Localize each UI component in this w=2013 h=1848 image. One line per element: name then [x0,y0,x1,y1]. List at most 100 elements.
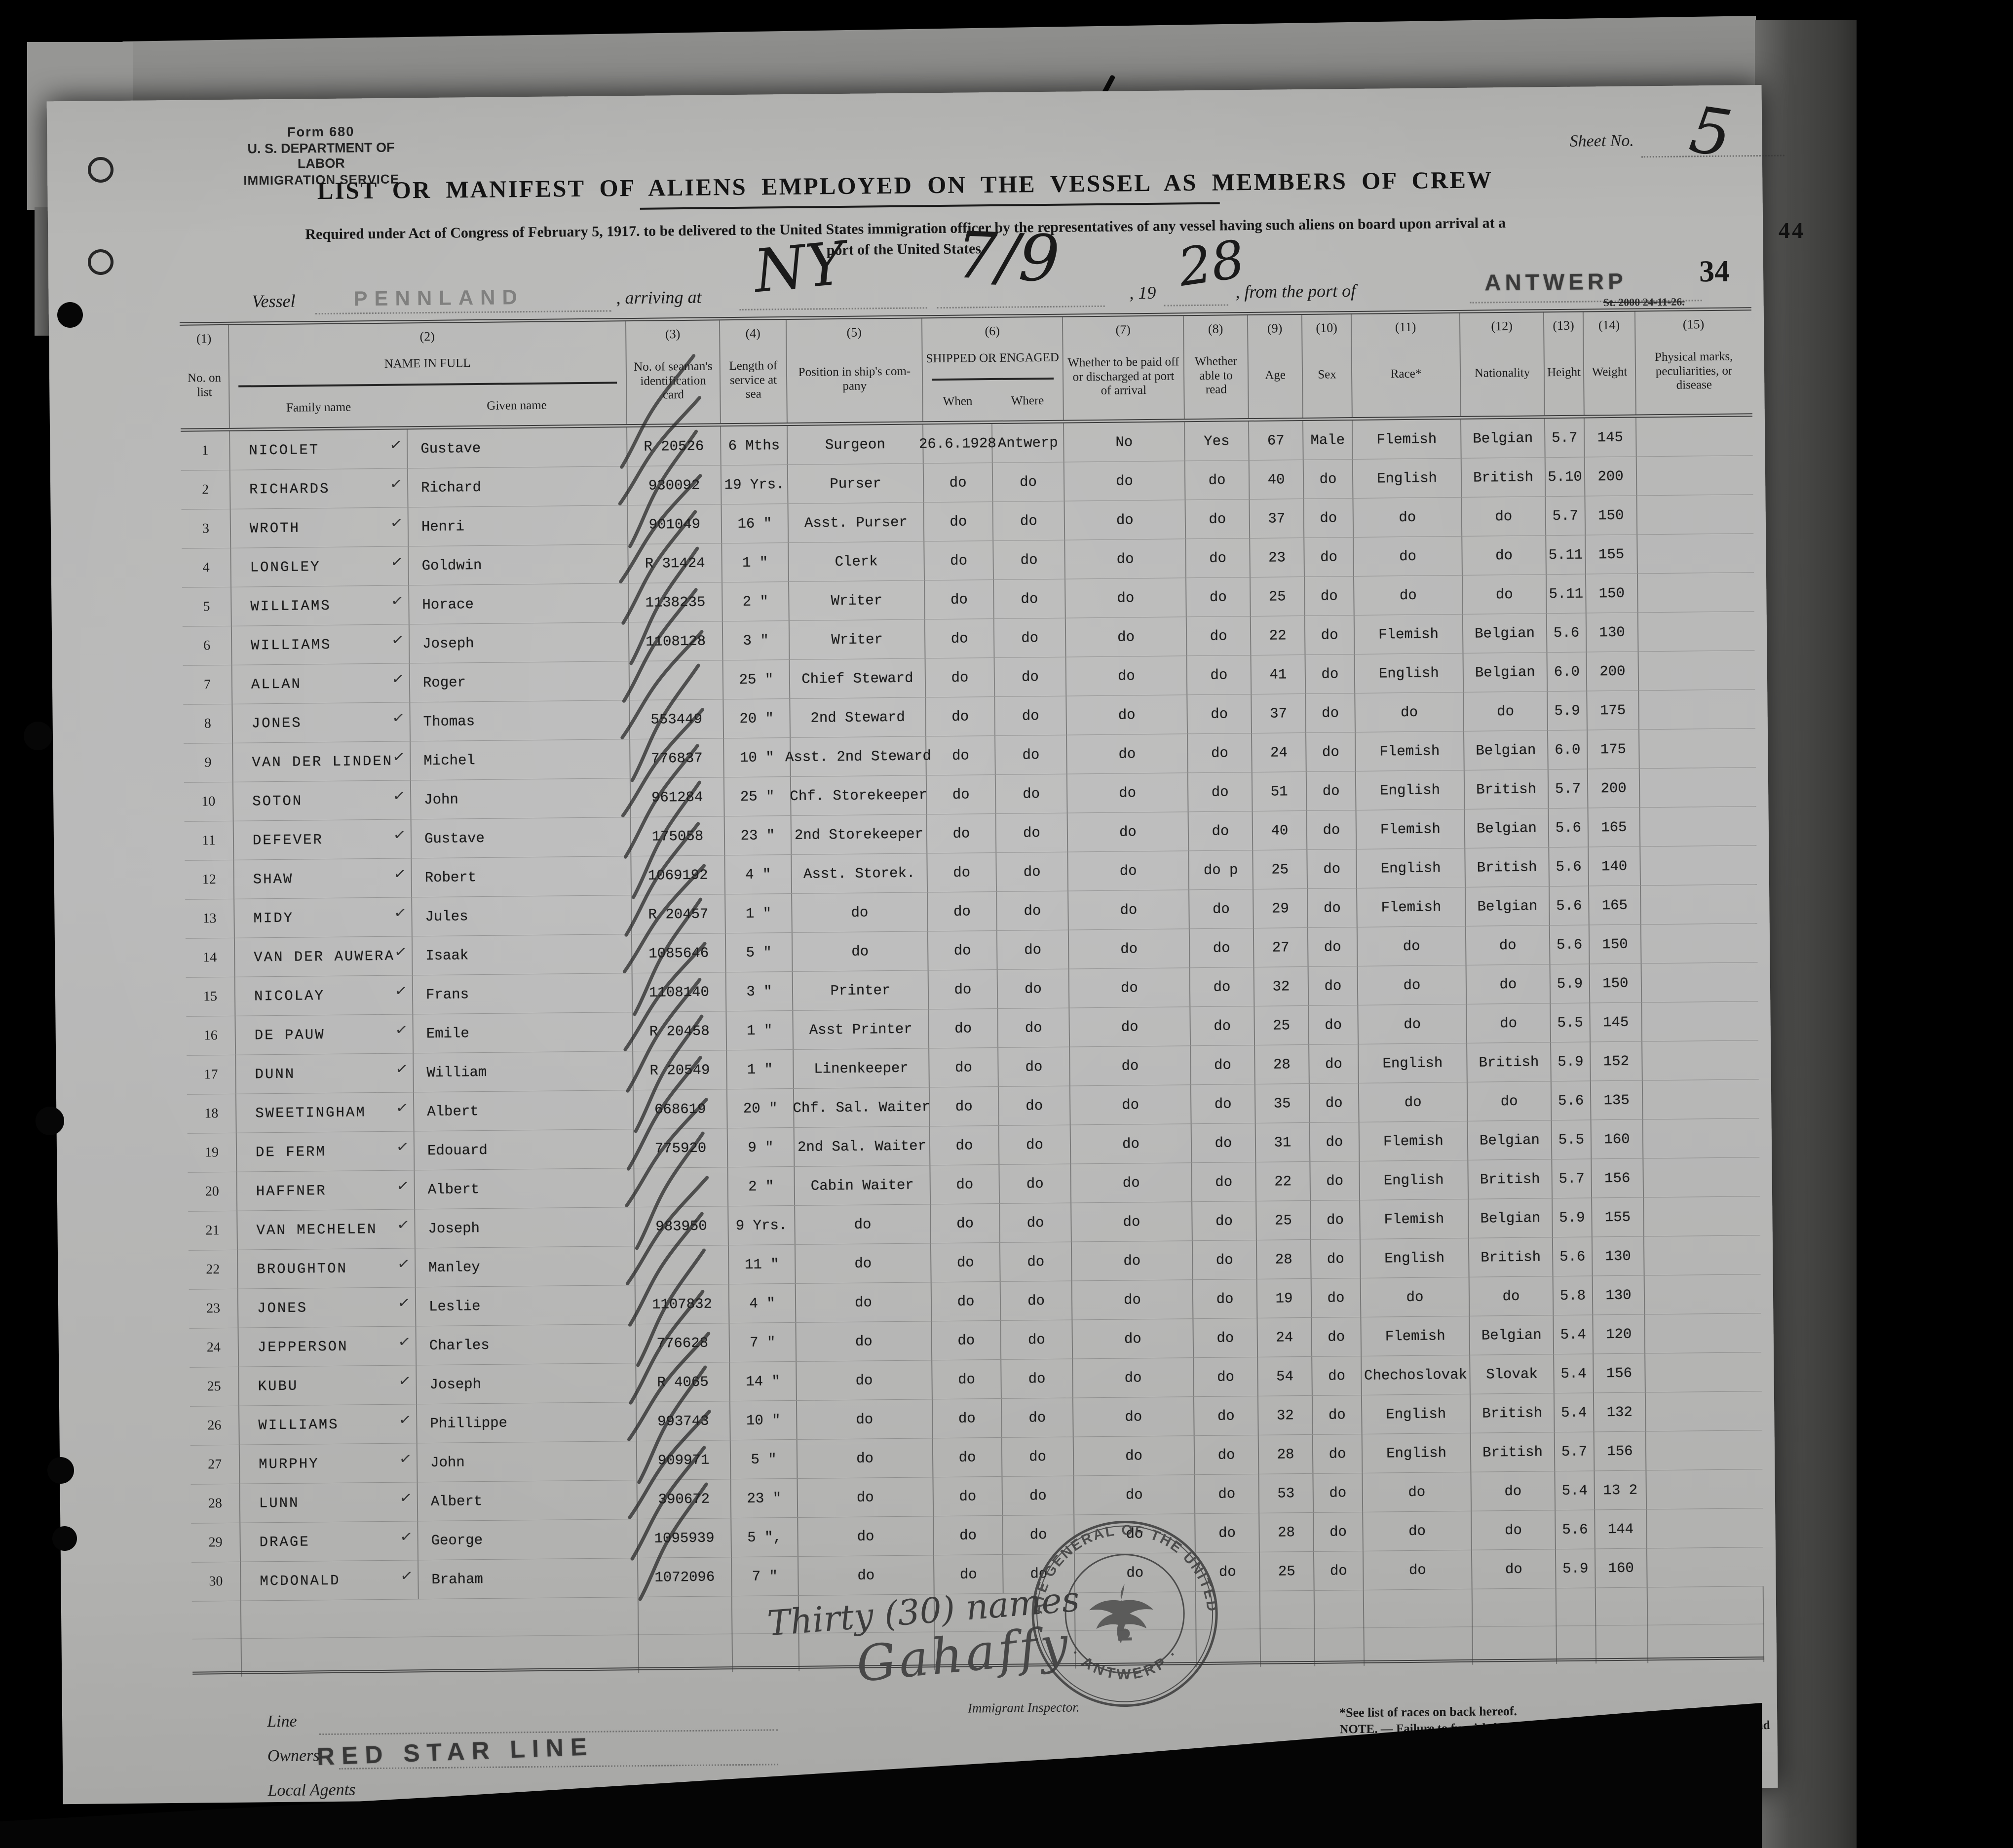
position-cell: do [798,1477,934,1517]
name-cell: MURPHY ✓ John [239,1441,638,1484]
nationality-cell: do [1466,964,1551,1004]
height-cell: 5.9 [1550,964,1591,1003]
row-number: 27 [190,1445,240,1484]
paid-off-cell: do [1067,734,1188,774]
given-name: Charles [429,1337,490,1354]
seaman-id: 1069192 [647,867,708,884]
paid-off-cell: do [1073,1358,1194,1398]
race-cell: do [1354,536,1463,576]
paid-off-cell: do [1066,656,1188,696]
race-cell: do [1361,1277,1470,1317]
punch-hole-ring [88,157,114,183]
line-label: Line [266,1712,297,1731]
nationality-cell: do [1466,925,1551,965]
family-name: VAN DER AUWERA [254,948,395,965]
id-card-cell: 1107832 [628,1212,730,1327]
given-name: Manley [428,1259,480,1276]
paid-off-cell: do [1070,1085,1192,1125]
shipped-engaged-cell: do do [926,735,1067,775]
when-cell: do [924,502,994,541]
vessel-ruled-line [315,310,611,315]
given-name: Richard [421,479,482,496]
able-to-read-cell: do [1193,1279,1258,1319]
sex-cell: do [1308,966,1359,1005]
able-to-read-cell: do [1191,1045,1255,1085]
physical-marks-cell [1646,1430,1763,1470]
where-cell: do [1024,902,1041,919]
paid-off-cell: do [1071,1163,1193,1203]
family-name: WILLIAMS [251,636,332,654]
owners-label: Owners [267,1746,320,1766]
shipped-engaged-cell: do do [931,1203,1072,1243]
family-name: WILLIAMS [250,597,331,615]
when-cell: do [931,1281,1001,1321]
position-cell: do [796,1282,932,1322]
seaman-id: 961284 [651,789,703,806]
nationality-cell: British [1464,770,1549,809]
age-cell: 27 [1253,927,1309,967]
family-name-cell: JEPPERSON ✓ [238,1326,417,1367]
name-cell: SWEETINGHAM ✓ Albert [236,1090,634,1133]
name-cell: ALLAN ✓ Roger [232,661,630,704]
height-cell: 5.7 [1552,1159,1593,1198]
age-cell: 23 [1250,538,1305,578]
given-name-cell: Albert [414,1090,633,1131]
when-cell: do [925,580,994,619]
shipped-engaged-cell: do do [927,852,1069,892]
weight-cell: 200 [1585,457,1637,496]
check-icon: ✓ [398,1450,413,1469]
name-cell: LONGLEY ✓ Goldwin [231,544,629,587]
name-cell: VAN MECHELEN ✓ Joseph [237,1207,635,1250]
arrival-date-handwritten: 7/9 [954,217,1062,297]
sex-cell: do [1306,693,1356,732]
given-name: Leslie [428,1298,481,1315]
punch-hole [47,1457,74,1484]
col-header-age: (9) Age [1248,314,1303,419]
paid-off-cell: do [1066,695,1188,735]
position-cell: Clerk [789,541,925,581]
race-cell: do [1354,575,1463,615]
shipped-engaged-cell: do do [931,1242,1072,1282]
given-name: Robert [424,869,477,886]
where-cell: do [1025,1058,1043,1075]
given-name: George [431,1532,483,1549]
id-card-cell [622,588,724,703]
physical-marks-cell [1641,924,1758,963]
col-header-weight: (14) Weight [1583,311,1636,415]
service-length-cell: 16 " [722,503,789,543]
name-subheaders: Family name Given name [229,385,626,428]
name-cell: DEFEVER ✓ Gustave [233,817,632,860]
seaman-id: 776837 [651,750,703,767]
paid-off-cell: do [1068,890,1190,930]
able-to-read-cell: do [1185,500,1251,539]
able-to-read-cell: do [1192,1201,1257,1241]
paid-off-cell: do [1071,1202,1193,1242]
age-cell: 32 [1254,966,1309,1006]
given-name: Jules [425,908,468,925]
name-cell: NICOLET ✓ Gustave [230,427,628,470]
position-cell: Asst. Purser [788,502,925,542]
able-to-read-cell: do [1195,1474,1260,1514]
id-card-cell: 1069192 [631,780,726,899]
race-cell: English [1359,1043,1468,1083]
table-body: 1 NICOLET ✓ Gustave R 20526 6 Mths Surge… [181,354,1764,1602]
given-name-cell: William [414,1051,633,1092]
position-cell: do [795,1243,932,1283]
given-name: Joseph [429,1376,482,1393]
when-cell: do [926,774,996,814]
given-name-cell: Thomas [410,700,629,741]
given-name-cell: Emile [413,1012,632,1053]
race-cell: Chechoslovak [1362,1355,1471,1395]
row-number: 21 [188,1211,238,1250]
nationality-cell: British [1467,1042,1552,1082]
eagle-emblem-icon [1089,1584,1154,1644]
shipped-engaged-cell: do do [928,930,1069,970]
family-name: HAFFNER [256,1182,327,1199]
nationality-cell: do [1469,1276,1554,1316]
id-card-cell: 909971 [637,1365,731,1484]
nationality-cell: British [1468,1159,1553,1199]
paid-off-cell: do [1064,500,1186,540]
row-number: 19 [187,1133,237,1172]
shipped-engaged-cell: do do [929,1008,1070,1048]
arriving-at-label: , arriving at [616,287,702,308]
